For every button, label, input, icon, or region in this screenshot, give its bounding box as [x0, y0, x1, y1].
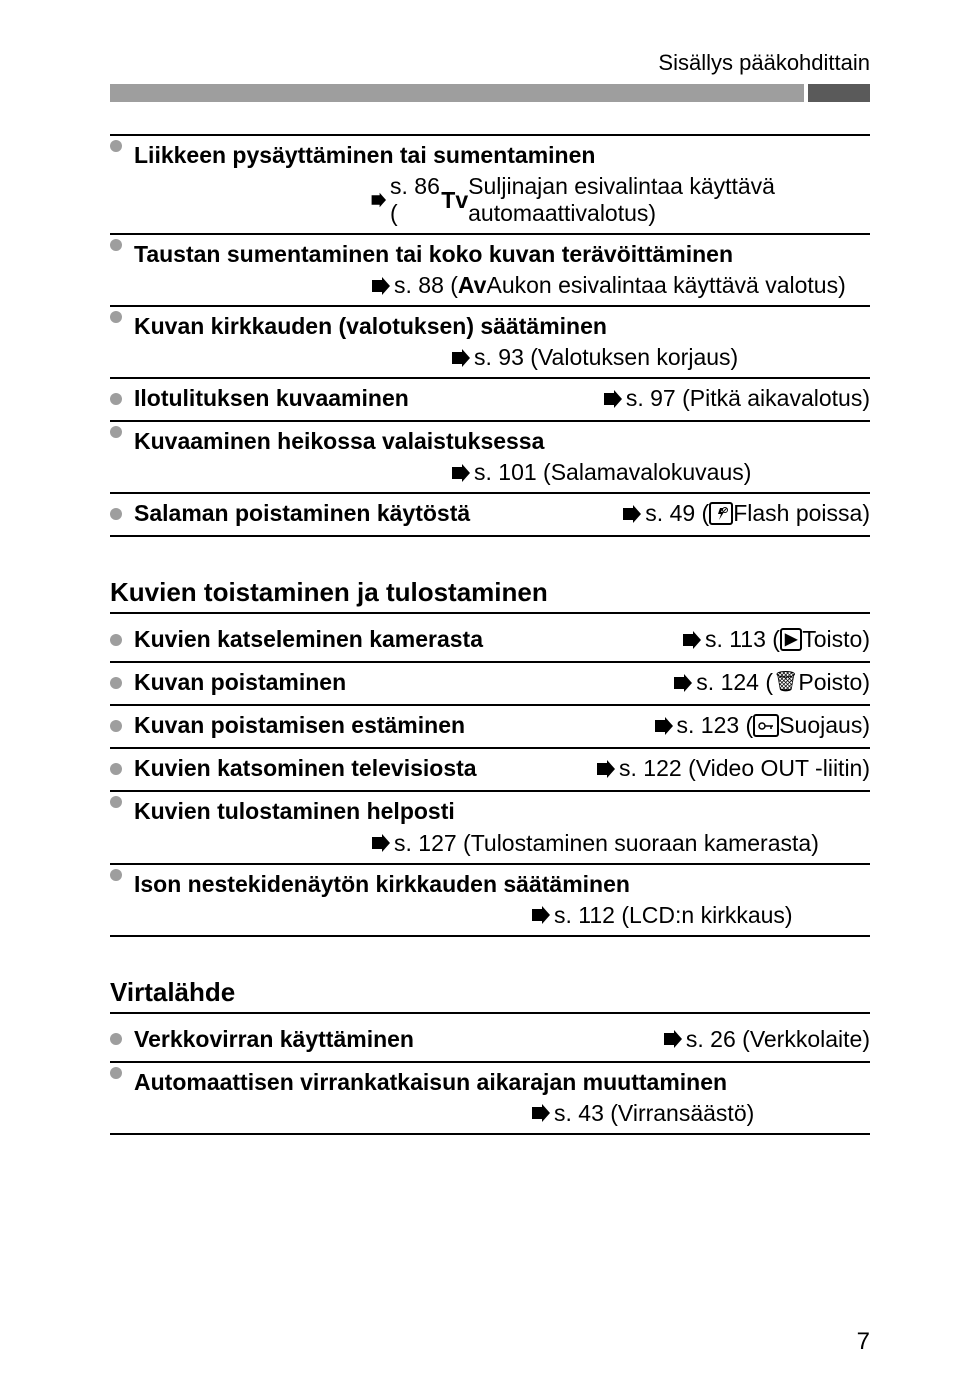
- row-ref: s. 97 (Pitkä aikavalotus): [602, 383, 870, 414]
- flash-off-icon: [709, 502, 733, 525]
- row-title: Kuvan poistaminen: [134, 667, 346, 698]
- row-ref: s. 93 (Valotuksen korjaus): [110, 344, 870, 371]
- row-title: Ison nestekidenäytön kirkkauden säätämin…: [134, 869, 630, 900]
- play-icon: ▶: [780, 628, 802, 651]
- row-title: Taustan sumentaminen tai koko kuvan terä…: [134, 239, 733, 270]
- header-bar: [110, 84, 870, 102]
- bullet-icon: [110, 720, 122, 732]
- content-row: Kuvien katsominen televisiosta s. 122 (V…: [110, 749, 870, 792]
- bullet-icon: [110, 869, 122, 881]
- row-ref: s. 49 ( Flash poissa): [621, 498, 870, 529]
- row-title: Kuvien tulostaminen helposti: [134, 796, 455, 827]
- content-row: Taustan sumentaminen tai koko kuvan terä…: [110, 235, 870, 307]
- row-ref: s. 122 (Video OUT -liitin): [595, 753, 870, 784]
- content-row: Verkkovirran käyttäminen s. 26 (Verkkola…: [110, 1020, 870, 1063]
- row-ref: s. 112 (LCD:n kirkkaus): [110, 902, 870, 929]
- key-icon: [753, 714, 779, 737]
- row-title: Ilotulituksen kuvaaminen: [134, 383, 409, 414]
- row-title: Kuvien katsominen televisiosta: [134, 753, 477, 784]
- section-3-title: Virtalähde: [110, 977, 870, 1014]
- row-ref: s. 86 (Tv Suljinajan esivalintaa käyttäv…: [110, 173, 870, 227]
- content-row: Liikkeen pysäyttäminen tai sumentaminen …: [110, 134, 870, 235]
- bullet-icon: [110, 508, 122, 520]
- section-2-title: Kuvien toistaminen ja tulostaminen: [110, 577, 870, 614]
- row-title: Kuvien katseleminen kamerasta: [134, 624, 483, 655]
- content-row: Kuvan poistaminen s. 124 (🗑 Poisto): [110, 663, 870, 706]
- row-title: Kuvaaminen heikossa valaistuksessa: [134, 426, 544, 457]
- row-ref: s. 124 (🗑 Poisto): [672, 667, 870, 698]
- content-row: Kuvaaminen heikossa valaistuksessa s. 10…: [110, 422, 870, 494]
- page-number: 7: [857, 1328, 870, 1356]
- row-ref: s. 127 (Tulostaminen suoraan kamerasta): [110, 830, 870, 857]
- content-row: Kuvien tulostaminen helposti s. 127 (Tul…: [110, 792, 870, 864]
- bar-dark: [808, 84, 870, 102]
- row-title: Verkkovirran käyttäminen: [134, 1024, 414, 1055]
- row-title: Liikkeen pysäyttäminen tai sumentaminen: [134, 140, 595, 171]
- row-ref: s. 26 (Verkkolaite): [662, 1024, 870, 1055]
- content-row: Kuvan poistamisen estäminen s. 123 ( Suo…: [110, 706, 870, 749]
- row-title: Kuvan poistamisen estäminen: [134, 710, 465, 741]
- content-row: Automaattisen virrankatkaisun aikarajan …: [110, 1063, 870, 1135]
- content-row: Kuvien katseleminen kamerasta s. 113 (▶ …: [110, 620, 870, 663]
- bullet-icon: [110, 677, 122, 689]
- bullet-icon: [110, 634, 122, 646]
- bullet-icon: [110, 393, 122, 405]
- trash-icon: 🗑: [773, 669, 798, 696]
- bullet-icon: [110, 426, 122, 438]
- row-ref: s. 101 (Salamavalokuvaus): [110, 459, 870, 486]
- bullet-icon: [110, 1067, 122, 1079]
- bullet-icon: [110, 796, 122, 808]
- row-ref: s. 123 ( Suojaus): [653, 710, 871, 741]
- bullet-icon: [110, 763, 122, 775]
- bullet-icon: [110, 239, 122, 251]
- row-title: Kuvan kirkkauden (valotuksen) säätäminen: [134, 311, 607, 342]
- bullet-icon: [110, 140, 122, 152]
- row-title: Automaattisen virrankatkaisun aikarajan …: [134, 1067, 727, 1098]
- content-row: Ison nestekidenäytön kirkkauden säätämin…: [110, 865, 870, 937]
- bullet-icon: [110, 1033, 122, 1045]
- bar-gray: [110, 84, 804, 102]
- content-row: Ilotulituksen kuvaaminen s. 97 (Pitkä ai…: [110, 379, 870, 422]
- page-header: Sisällys pääkohdittain: [110, 50, 870, 76]
- content-row: Kuvan kirkkauden (valotuksen) säätäminen…: [110, 307, 870, 379]
- bullet-icon: [110, 311, 122, 323]
- row-ref: s. 88 (Av Aukon esivalintaa käyttävä val…: [110, 272, 870, 299]
- content-row: Salaman poistaminen käytöstä s. 49 ( Fla…: [110, 494, 870, 537]
- row-ref: s. 113 (▶ Toisto): [681, 624, 870, 655]
- row-ref: s. 43 (Virransäästö): [110, 1100, 870, 1127]
- row-title: Salaman poistaminen käytöstä: [134, 498, 470, 529]
